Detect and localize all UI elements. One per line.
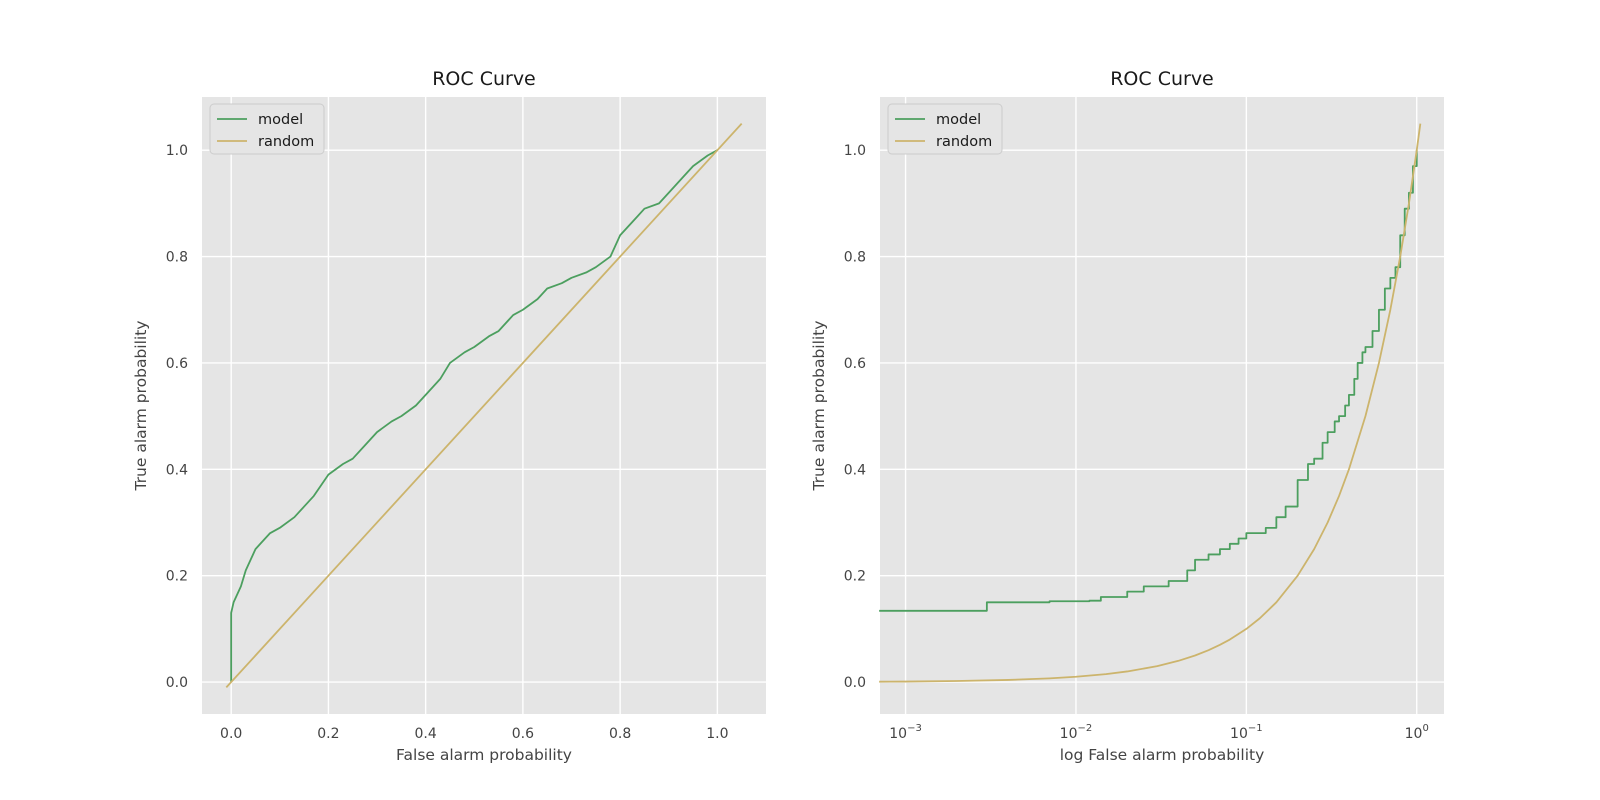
x-tick-label: 0.8 bbox=[609, 726, 631, 742]
y-tick-label: 1.0 bbox=[844, 143, 866, 159]
y-tick-label: 0.4 bbox=[166, 462, 188, 478]
series-lines bbox=[879, 123, 1422, 683]
roc-log-panel: 10−3 10−2 10−1 100 0.0 0.2 0.4 0.6 0.8 1.0 ROC C… bbox=[810, 68, 1444, 764]
chart-title: ROC Curve bbox=[432, 68, 536, 90]
series-line-model bbox=[230, 149, 718, 683]
legend: model random bbox=[209, 103, 325, 155]
x-axis-label: False alarm probability bbox=[396, 746, 572, 764]
x-tick-label: 10−2 bbox=[1060, 723, 1093, 742]
y-tick-label: 0.8 bbox=[166, 250, 188, 266]
y-tick-label: 0.0 bbox=[844, 675, 866, 691]
legend-label-random: random bbox=[936, 134, 992, 150]
y-tick-labels: 0.0 0.2 0.4 0.6 0.8 1.0 bbox=[166, 143, 188, 691]
y-tick-label: 1.0 bbox=[166, 143, 188, 159]
series-lines bbox=[225, 122, 743, 689]
plot-area-background bbox=[880, 97, 1444, 714]
y-tick-label: 0.2 bbox=[844, 569, 866, 585]
x-tick-label: 10−1 bbox=[1230, 723, 1263, 742]
y-axis-label: True alarm probability bbox=[810, 321, 828, 492]
y-tick-label: 0.6 bbox=[844, 356, 866, 372]
x-tick-label: 0.2 bbox=[317, 726, 339, 742]
series-line-random bbox=[225, 122, 743, 689]
grid-lines bbox=[202, 97, 766, 714]
x-tick-label: 0.6 bbox=[512, 726, 534, 742]
y-tick-label: 0.8 bbox=[844, 250, 866, 266]
x-axis-label: log False alarm probability bbox=[1060, 746, 1265, 764]
y-tick-label: 0.2 bbox=[166, 569, 188, 585]
x-tick-label: 100 bbox=[1405, 723, 1429, 742]
chart-title: ROC Curve bbox=[1110, 68, 1214, 90]
legend-label-model: model bbox=[936, 112, 981, 128]
roc-linear-panel: 0.0 0.2 0.4 0.6 0.8 1.0 0.0 0.2 0.4 0.6 0.8 1.0 RO… bbox=[132, 68, 766, 764]
x-tick-label: 10−3 bbox=[889, 723, 922, 742]
legend-label-model: model bbox=[258, 112, 303, 128]
y-tick-label: 0.6 bbox=[166, 356, 188, 372]
series-line-model bbox=[879, 150, 1418, 612]
legend-label-random: random bbox=[258, 134, 314, 150]
y-tick-label: 0.4 bbox=[844, 462, 866, 478]
y-tick-label: 0.0 bbox=[166, 675, 188, 691]
x-tick-labels: 10−3 10−2 10−1 100 bbox=[889, 723, 1429, 742]
y-axis-label: True alarm probability bbox=[132, 321, 150, 492]
x-tick-labels: 0.0 0.2 0.4 0.6 0.8 1.0 bbox=[220, 726, 728, 742]
series-line-random bbox=[879, 123, 1422, 683]
x-tick-label: 0.4 bbox=[415, 726, 437, 742]
x-tick-label: 1.0 bbox=[706, 726, 728, 742]
legend: model random bbox=[887, 103, 1003, 155]
y-tick-labels: 0.0 0.2 0.4 0.6 0.8 1.0 bbox=[844, 143, 866, 691]
x-tick-label: 0.0 bbox=[220, 726, 242, 742]
